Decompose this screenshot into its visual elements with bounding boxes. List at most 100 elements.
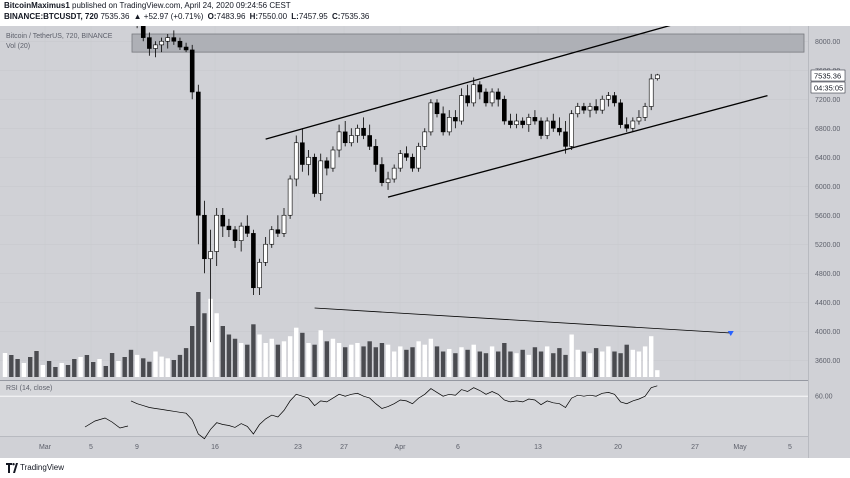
time-tick-label: 20 (614, 444, 622, 451)
price-tick-label: 4800.00 (815, 271, 840, 278)
price-tick-label: 7200.00 (815, 97, 840, 104)
candle-body (459, 95, 464, 122)
price-tick-label: 5200.00 (815, 242, 840, 249)
last-price-label-bg (810, 69, 846, 82)
candle-body (159, 40, 164, 46)
candle-body (263, 243, 268, 263)
candle-body (202, 214, 207, 260)
volume-bar (232, 338, 238, 377)
candle-body (379, 164, 385, 183)
resistance-zone[interactable] (131, 33, 805, 53)
volume-bar (373, 347, 378, 377)
volume-bar (581, 351, 587, 377)
candle-body (446, 117, 452, 133)
countdown-label-bg (810, 81, 846, 94)
volume-bar (453, 353, 458, 377)
candle-body (367, 135, 372, 147)
volume-bar (84, 355, 90, 377)
countdown-label: 04:35:05 (814, 84, 843, 93)
price-tick-label: 4000.00 (815, 329, 840, 336)
candle-body (526, 117, 532, 125)
volume-bar (65, 365, 71, 377)
volume-bar (2, 353, 8, 377)
candle-body (397, 153, 403, 169)
volume-bar (171, 360, 177, 377)
high-value: 7550.00 (258, 12, 288, 21)
candle-body (214, 214, 219, 252)
tradingview-brand[interactable]: TradingView (20, 463, 65, 472)
candle-body (355, 127, 360, 136)
price-axis-bg (808, 26, 850, 458)
volume-bar (361, 346, 366, 377)
volume-bar (569, 334, 574, 377)
volume-bar (21, 363, 27, 377)
candle-body (410, 156, 415, 169)
candle-body (196, 91, 201, 216)
time-tick-label: 23 (294, 444, 302, 451)
candle-body (373, 146, 379, 165)
volume-bar (9, 355, 14, 377)
candle-body (171, 37, 177, 42)
candle-body (593, 106, 599, 111)
volume-bar (434, 346, 440, 377)
volume-bar (134, 354, 140, 377)
volume-bar (196, 292, 201, 377)
author-name[interactable]: BitcoinMaximus1 (4, 1, 70, 10)
volume-bar (355, 343, 360, 377)
volume-bar (275, 344, 281, 377)
volume-bar (416, 341, 421, 377)
volume-bar (122, 357, 127, 377)
volume-bar (379, 343, 385, 377)
volume-bar (202, 313, 207, 377)
candle-body (636, 117, 642, 122)
candle-body (330, 149, 336, 169)
volume-bar (544, 346, 550, 377)
volume-bar (257, 334, 262, 377)
candle-body (520, 120, 525, 125)
candle-body (538, 120, 544, 136)
candle-body (287, 178, 293, 216)
volume-bar (563, 354, 568, 377)
candle-body (495, 91, 501, 100)
candle-body (183, 46, 189, 51)
candle-body (612, 95, 617, 104)
volume-legend: Vol (20) (6, 43, 30, 50)
low-value: 7457.95 (298, 12, 328, 21)
volume-bar (300, 332, 305, 377)
volume-bar (642, 346, 648, 377)
volume-bar (306, 343, 311, 377)
candle-body (587, 106, 593, 111)
time-tick-label: 27 (691, 444, 699, 451)
volume-bar (190, 326, 195, 377)
price-tick-label: 5600.00 (815, 213, 840, 220)
price-tick-label: 4400.00 (815, 300, 840, 307)
price-tick-label: 6400.00 (815, 155, 840, 162)
trendlines[interactable] (265, 26, 768, 336)
candle-body (642, 106, 648, 118)
volume-bar (471, 344, 476, 377)
candle-body (648, 78, 654, 107)
volume-bar (349, 344, 354, 377)
candle-body (618, 102, 623, 125)
candle-body (189, 49, 195, 93)
rsi-indicator: 60.00 (0, 385, 833, 440)
volume-bar (477, 351, 483, 377)
candle-body (655, 74, 660, 79)
candle-body (599, 98, 605, 111)
volume-bar (404, 349, 409, 377)
volume-bar (410, 347, 415, 377)
candle-body (140, 26, 146, 38)
volume-bar (465, 349, 470, 377)
volume-bar (575, 349, 580, 377)
time-tick-label: May (733, 444, 747, 451)
candle-body (453, 117, 458, 122)
volume-bar (109, 353, 115, 377)
volume-bar (141, 358, 146, 377)
candlestick-chart[interactable]: 60.00 3600.00 4000.00 4400.00 4800.00 5200.0… (0, 26, 850, 458)
time-tick-label: 9 (135, 444, 139, 451)
close-value: 7535.36 (340, 12, 370, 21)
volume-bar (226, 334, 232, 377)
time-tick-label: Mar (39, 444, 52, 451)
volume-bar (153, 351, 158, 377)
price-tick-label: 8000.00 (815, 39, 840, 46)
